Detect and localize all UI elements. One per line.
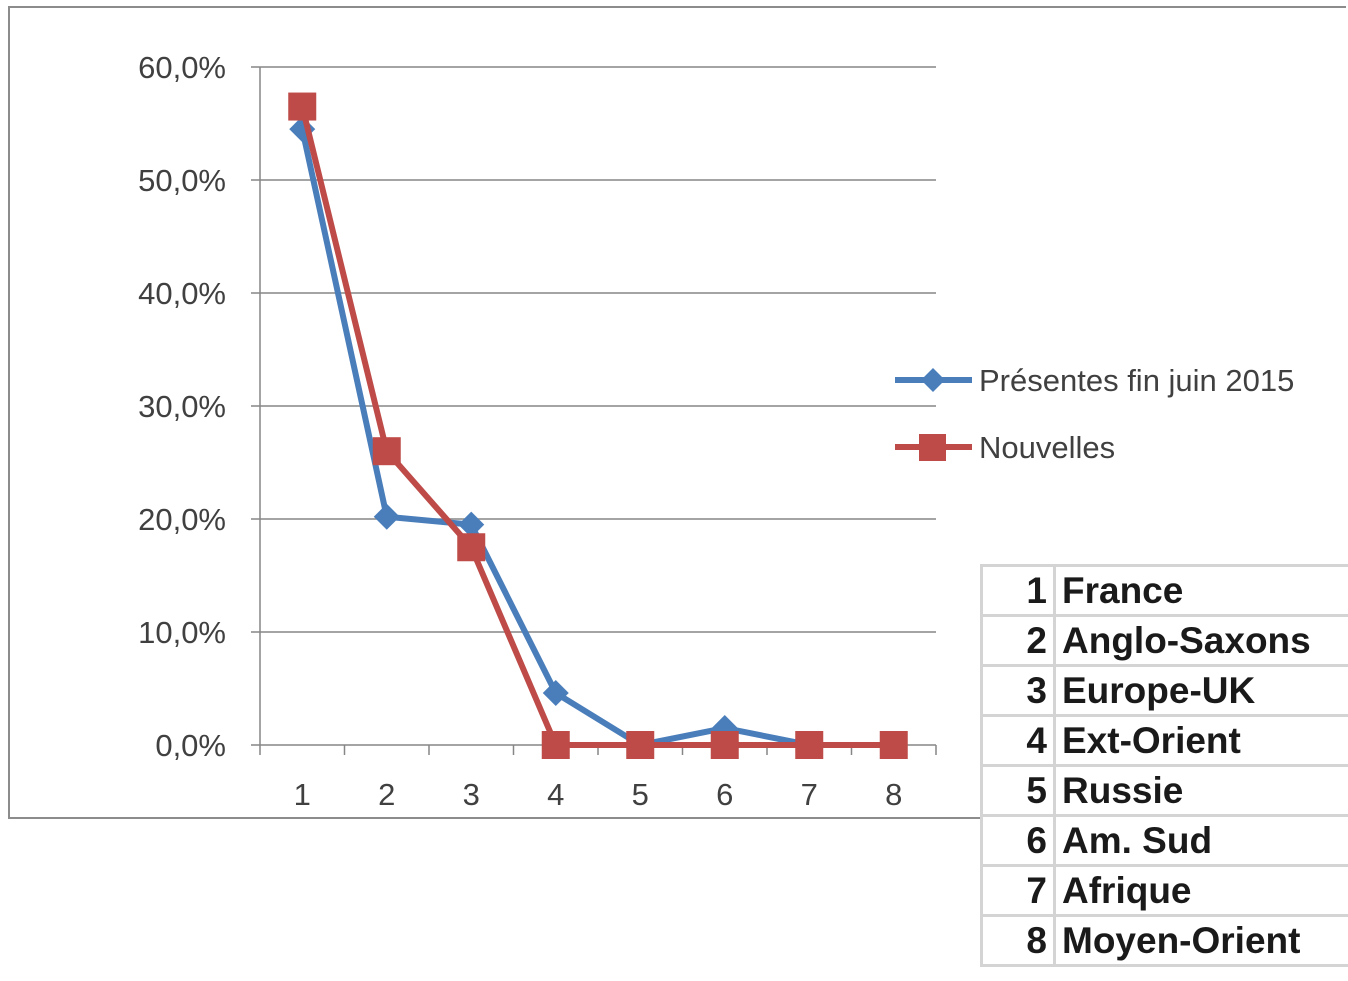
- key-row: 7 Afrique: [980, 864, 1348, 917]
- key-number: 5: [980, 764, 1056, 817]
- x-tick-label: 7: [801, 777, 818, 812]
- key-row: 6 Am. Sud: [980, 814, 1348, 867]
- key-number: 3: [980, 664, 1056, 717]
- key-region-name: Anglo-Saxons: [1053, 614, 1348, 667]
- key-number: 6: [980, 814, 1056, 867]
- y-tick-label: 0,0%: [155, 728, 226, 763]
- key-region-name: Am. Sud: [1053, 814, 1348, 867]
- key-region-name: Europe-UK: [1053, 664, 1348, 717]
- data-point-diamond: [373, 503, 400, 530]
- data-point-square: [626, 731, 655, 759]
- key-row: 1 France: [980, 564, 1348, 617]
- key-number: 2: [980, 614, 1056, 667]
- data-point-square: [457, 533, 486, 562]
- key-number: 4: [980, 714, 1056, 767]
- y-tick-label: 50,0%: [138, 163, 226, 198]
- key-region-name: France: [1053, 564, 1348, 617]
- legend-marker-square: [919, 434, 946, 461]
- key-row: 5 Russie: [980, 764, 1348, 817]
- y-tick-label: 20,0%: [138, 502, 226, 537]
- x-tick-label: 8: [885, 777, 902, 812]
- data-point-square: [795, 731, 824, 759]
- x-tick-label: 6: [716, 777, 733, 812]
- category-key-table: 1 France 2 Anglo-Saxons 3 Europe-UK 4 Ext-Orien…: [980, 564, 1348, 967]
- data-point-diamond: [542, 680, 569, 707]
- data-point-diamond: [458, 511, 485, 538]
- y-tick-label: 30,0%: [138, 389, 226, 424]
- data-point-square: [372, 437, 401, 466]
- key-number: 8: [980, 914, 1056, 967]
- x-tick-label: 2: [378, 777, 395, 812]
- legend-label: Nouvelles: [979, 430, 1115, 465]
- legend-marker-diamond: [921, 368, 945, 392]
- data-point-square: [541, 731, 570, 759]
- x-tick-label: 5: [632, 777, 649, 812]
- legend-label: Présentes fin juin 2015: [979, 363, 1294, 398]
- key-region-name: Afrique: [1053, 864, 1348, 917]
- x-tick-label: 1: [294, 777, 311, 812]
- key-region-name: Russie: [1053, 764, 1348, 817]
- key-region-name: Ext-Orient: [1053, 714, 1348, 767]
- key-row: 3 Europe-UK: [980, 664, 1348, 717]
- series-line: [299, 128, 894, 748]
- key-row: 4 Ext-Orient: [980, 714, 1348, 767]
- y-tick-label: 40,0%: [138, 276, 226, 311]
- key-number: 7: [980, 864, 1056, 917]
- data-point-square: [879, 731, 908, 759]
- key-region-name: Moyen-Orient: [1053, 914, 1348, 967]
- key-row: 2 Anglo-Saxons: [980, 614, 1348, 667]
- data-point-square: [288, 92, 317, 121]
- key-row: 8 Moyen-Orient: [980, 914, 1348, 967]
- y-tick-label: 10,0%: [138, 615, 226, 650]
- y-tick-label: 60,0%: [138, 50, 226, 85]
- key-number: 1: [980, 564, 1056, 617]
- data-point-square: [710, 731, 739, 759]
- x-tick-label: 4: [547, 777, 564, 812]
- series-line: [299, 105, 894, 748]
- x-tick-label: 3: [463, 777, 480, 812]
